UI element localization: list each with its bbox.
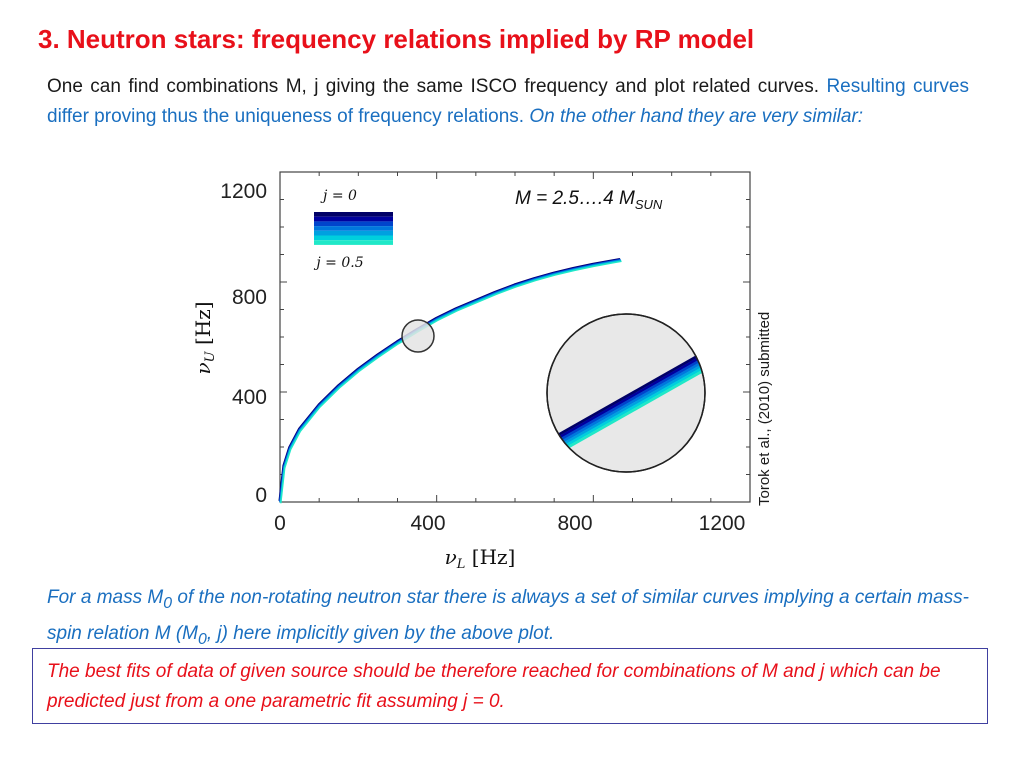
x-tick-label: 1200	[699, 512, 746, 535]
legend: j = 0 j = 0.5	[313, 188, 393, 271]
x-tick-label: 400	[410, 512, 445, 535]
conclusion-box: The best fits of data of given source sh…	[32, 648, 988, 724]
frequency-chart: 0 400 800 1200 0 400 800 1200 νL [Hz] νU…	[191, 171, 751, 572]
inset-band	[551, 355, 703, 443]
conclusion-text: The best fits of data of given source sh…	[47, 661, 941, 712]
mass-spin-paragraph: For a mass M0 of the non-rotating neutro…	[47, 583, 969, 655]
legend-top-label: j = 0	[320, 188, 357, 204]
inset-band	[557, 366, 705, 455]
inset-band	[555, 362, 705, 450]
x-axis-label: νL [Hz]	[445, 545, 516, 572]
legend-color-swatch	[314, 216, 393, 222]
zoom-inset-circle	[546, 313, 706, 473]
zoom-selection-circle	[401, 319, 435, 353]
legend-color-swatch	[314, 230, 393, 236]
mass-para-part-3: , j) here implicitly given by the above …	[206, 622, 555, 644]
x-tick-label: 0	[274, 512, 286, 535]
legend-color-swatch	[314, 221, 393, 227]
mass-para-sub-1: 0	[163, 594, 173, 612]
y-tick-label: 400	[232, 386, 267, 409]
legend-bottom-label: j = 0.5	[313, 255, 363, 271]
zoom-inset-bands	[550, 353, 705, 455]
axis-ticks	[279, 171, 751, 503]
legend-color-swatch	[314, 212, 393, 217]
y-tick-label: 800	[232, 286, 267, 309]
mass-para-sub-2: 0	[198, 630, 207, 648]
legend-color-bars	[314, 212, 393, 245]
inset-band	[550, 353, 702, 441]
curve-series	[278, 257, 622, 504]
legend-color-swatch	[314, 240, 393, 245]
y-tick-label: 0	[255, 484, 267, 507]
x-tick-label: 800	[557, 512, 592, 535]
mass-para-part-2: of the non-rotating neutron star there i…	[47, 587, 969, 644]
legend-color-swatch	[314, 226, 393, 231]
mass-para-part-1: For a mass M	[47, 587, 164, 608]
y-tick-label: 1200	[220, 180, 267, 203]
mass-annotation: M = 2.5….4 MSUN	[515, 188, 663, 212]
intro-line-3: On the other hand they are very similar:	[529, 106, 864, 127]
citation-note: Torok et al., (2010) submitted	[756, 311, 773, 506]
intro-line-1: One can find combinations M, j giving th…	[47, 76, 820, 97]
intro-line-2: Resulting curves differ proving thus the…	[47, 76, 970, 127]
intro-paragraph: One can find combinations M, j giving th…	[47, 72, 969, 132]
inset-band	[553, 359, 705, 448]
inset-band	[552, 357, 704, 445]
legend-color-swatch	[314, 235, 393, 241]
series-curve	[280, 260, 622, 504]
inset-band	[556, 364, 705, 452]
y-axis-label: νU [Hz]	[191, 301, 218, 374]
slide-title: 3. Neutron stars: frequency relations im…	[38, 24, 755, 54]
